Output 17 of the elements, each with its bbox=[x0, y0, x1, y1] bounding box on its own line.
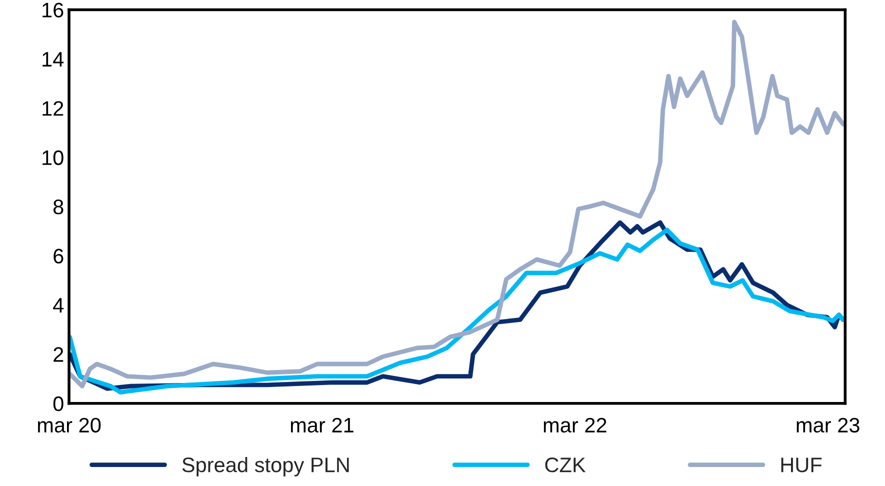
y-tick-label: 0 bbox=[53, 396, 64, 412]
legend-label: CZK bbox=[545, 458, 586, 472]
y-tick-label: 12 bbox=[42, 101, 64, 116]
y-tick-label: 6 bbox=[54, 248, 64, 264]
y-tick-label: 4 bbox=[53, 298, 64, 313]
legend-label: Spread stopy PLN bbox=[182, 456, 349, 476]
y-tick-label: 8 bbox=[53, 200, 64, 214]
y-tick-label: 10 bbox=[42, 150, 64, 166]
y-tick-label: 14 bbox=[42, 52, 64, 66]
y-tick-label: 16 bbox=[42, 2, 64, 18]
line-series bbox=[69, 20, 846, 388]
x-tick-label: mar 23 bbox=[796, 418, 860, 433]
x-tick-label: mar 20 bbox=[38, 418, 101, 433]
x-tick-label: mar 22 bbox=[544, 418, 606, 433]
x-tick-label: mar 21 bbox=[290, 418, 354, 433]
legend-label: HUF bbox=[781, 458, 822, 472]
y-tick-label: 2 bbox=[54, 347, 64, 362]
